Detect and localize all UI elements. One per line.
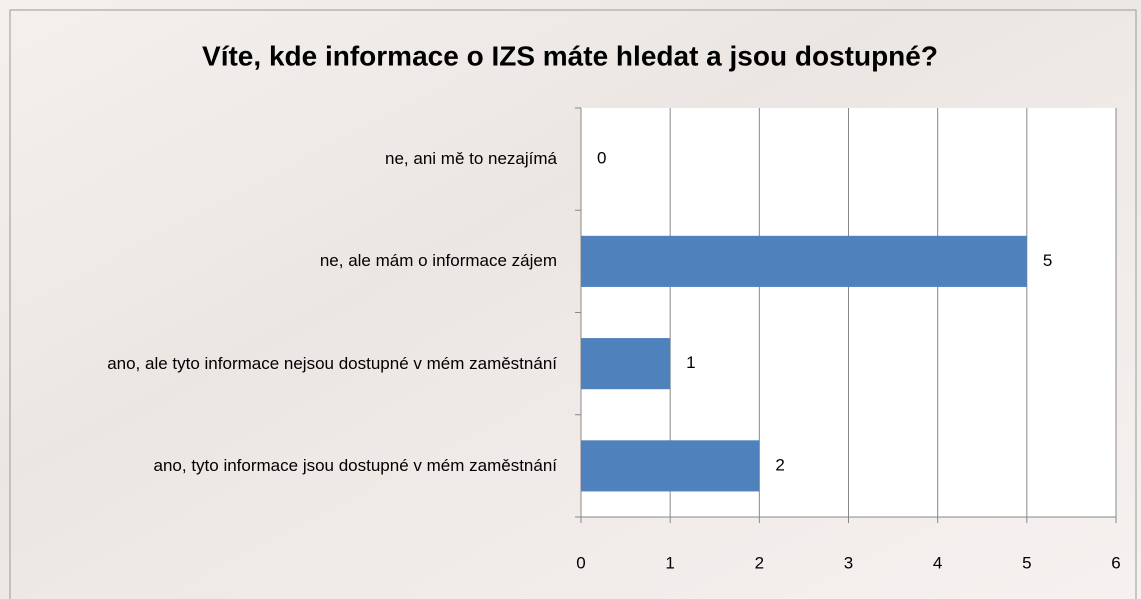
x-tick-label: 5 xyxy=(1022,553,1031,572)
y-tick-label: ne, ani mě to nezajímá xyxy=(60,119,557,199)
bar xyxy=(581,236,1027,287)
x-tick-label: 0 xyxy=(576,553,585,572)
y-tick-label-box: ne, ale mám o informace zájem xyxy=(60,221,557,301)
x-tick-label: 3 xyxy=(844,553,853,572)
x-tick-label: 4 xyxy=(933,553,942,572)
x-tick-label: 2 xyxy=(755,553,764,572)
x-tick-label: 1 xyxy=(665,553,674,572)
bar xyxy=(581,440,759,491)
y-tick-label: ano, tyto informace jsou dostupné v mém … xyxy=(60,426,557,506)
chart-title: Víte, kde informace o IZS máte hledat a … xyxy=(202,40,938,71)
data-label: 0 xyxy=(597,149,606,168)
y-tick-label: ne, ale mám o informace zájem xyxy=(60,221,557,301)
y-tick-label-box: ano, tyto informace jsou dostupné v mém … xyxy=(60,426,557,506)
y-tick-label: ano, ale tyto informace nejsou dostupné … xyxy=(60,324,557,404)
bar xyxy=(581,338,670,389)
data-label: 5 xyxy=(1043,251,1052,270)
y-tick-label-box: ano, ale tyto informace nejsou dostupné … xyxy=(60,324,557,404)
y-tick-label-box: ne, ani mě to nezajímá xyxy=(60,119,557,199)
x-tick-label: 6 xyxy=(1111,553,1120,572)
data-label: 2 xyxy=(775,455,784,474)
data-label: 1 xyxy=(686,353,695,372)
chart: Víte, kde informace o IZS máte hledat a … xyxy=(0,0,1141,599)
